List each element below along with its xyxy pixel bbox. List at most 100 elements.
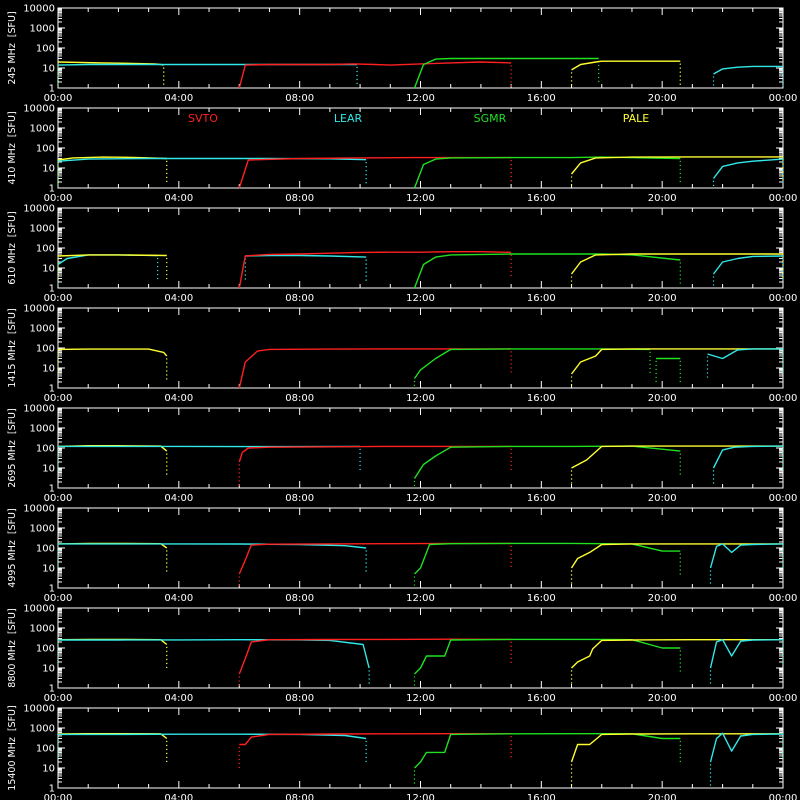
series-dropout-dot-svto	[510, 755, 512, 758]
series-dropout-dot-svto	[510, 448, 512, 451]
y-tick-label: 100	[36, 644, 55, 655]
x-tick-label: 00:00	[769, 393, 798, 404]
series-dropout-dot-sgmr	[679, 180, 681, 183]
series-dropout-dot-lear	[365, 570, 367, 572]
series-dropout-dot-lear	[712, 84, 715, 86]
x-tick-label: 00:00	[769, 93, 798, 104]
series-dropout-dot-lear	[365, 267, 367, 269]
series-dropout-dot-sgmr	[655, 368, 657, 371]
series-dropout-dot-svto	[510, 179, 512, 182]
y-tick-label: 100	[36, 444, 55, 455]
series-dropout-dot-pale	[570, 84, 573, 86]
x-tick-label: 16:00	[527, 593, 556, 604]
series-dropout-dot-lear	[709, 764, 712, 766]
series-dropout-dot-svto	[510, 649, 512, 652]
x-tick-label: 00:00	[769, 793, 798, 800]
series-dropout-dot-lear	[782, 756, 784, 758]
panel-0: 1 10 100 1000 10000 00:00 04:00 08:00 12:00 16:00…	[7, 4, 797, 105]
series-line-lear	[709, 639, 784, 669]
series-dropout-dot-lear	[709, 570, 712, 572]
x-tick-label: 00:00	[44, 193, 73, 204]
y-axis-label: 2695 MHz [SFU]	[7, 408, 18, 487]
series-dropout-dot-sgmr	[413, 580, 416, 582]
series-dropout-dot-lear	[706, 368, 709, 370]
series-dropout-dot-sgmr	[679, 461, 681, 463]
series-dropout-dot-svto	[510, 163, 512, 166]
series-dropout-dot-lear	[365, 558, 367, 560]
series-dropout-dot-lear	[782, 646, 784, 648]
series-dropout-dot-sgmr	[598, 72, 600, 75]
x-tick-label: 16:00	[527, 693, 556, 704]
series-dropout-dot-sgmr	[413, 774, 416, 776]
series-dropout-dot-pale	[166, 168, 168, 171]
series-dropout-dot-pale	[782, 268, 784, 270]
series-dropout-dot-svto	[510, 557, 512, 560]
y-tick-label: 10	[42, 564, 55, 575]
series-dropout-dot-lear	[709, 574, 712, 576]
series-dropout-dot-svto	[510, 270, 512, 273]
series-dropout-dot-pale	[679, 75, 681, 77]
panel-7: 1 10 100 1000 10000 00:00 04:00 08:00 12:00 16:00…	[7, 704, 797, 800]
x-tick-label: 00:00	[44, 793, 73, 800]
series-dropout-dot-pale	[166, 748, 168, 751]
series-dropout-dot-lear	[57, 460, 59, 463]
y-tick-label: 1000	[30, 224, 55, 235]
series-dropout-dot-lear	[365, 279, 367, 281]
series-dropout-dot-pale	[166, 362, 168, 364]
series-dropout-dot-sgmr	[679, 368, 681, 371]
series-dropout-dot-lear	[706, 356, 709, 358]
series-line-lear	[712, 255, 784, 275]
series-dropout-dot-lear	[57, 658, 59, 660]
series-dropout-dot-pale	[782, 272, 784, 274]
series-dropout-dot-svto	[238, 576, 240, 578]
series-dropout-dot-lear	[712, 180, 715, 183]
series-dropout-dot-pale	[166, 358, 168, 360]
series-dropout-dot-sgmr	[679, 650, 681, 652]
series-dropout-dot-sgmr	[413, 680, 416, 682]
series-dropout-dot-lear	[365, 259, 367, 261]
x-tick-label: 20:00	[648, 393, 677, 404]
series-dropout-dot-lear	[57, 752, 59, 755]
series-dropout-dot-sgmr	[679, 752, 681, 755]
series-dropout-dot-sgmr	[679, 262, 681, 264]
series-dropout-dot-pale	[679, 63, 681, 65]
series-dropout-dot-lear	[368, 674, 370, 676]
series-dropout-dot-pale	[570, 80, 573, 82]
x-tick-label: 08:00	[285, 293, 314, 304]
series-dropout-dot-lear	[368, 682, 370, 684]
series-line-sgmr	[413, 156, 681, 189]
x-tick-label: 04:00	[164, 193, 193, 204]
series-dropout-dot-svto	[238, 680, 240, 682]
series-dropout-dot-lear	[712, 474, 715, 476]
series-dropout-dot-svto	[238, 676, 240, 678]
series-dropout-dot-sgmr	[679, 372, 681, 375]
y-tick-label: 1	[49, 384, 55, 395]
series-dropout-dot-pale	[570, 72, 573, 74]
series-dropout-dot-pale	[570, 482, 573, 484]
series-dropout-dot-lear	[359, 468, 361, 471]
series-dropout-dot-pale	[166, 257, 168, 260]
series-dropout-dot-svto	[510, 456, 512, 459]
series-dropout-dot-pale	[570, 570, 573, 572]
series-dropout-dot-lear	[709, 768, 712, 770]
series-dropout-dot-lear	[782, 359, 784, 361]
series-dropout-dot-lear	[782, 367, 784, 369]
series-dropout-dot-lear	[156, 257, 159, 260]
series-line-sgmr	[414, 733, 681, 769]
series-dropout-dot-pale	[57, 270, 59, 272]
series-dropout-dot-svto	[510, 167, 512, 170]
series-dropout-dot-sgmr	[679, 453, 681, 455]
series-dropout-dot-pale	[570, 768, 573, 770]
series-dropout-dot-svto	[510, 65, 512, 67]
series-line-lear	[709, 732, 784, 763]
series-dropout-dot-lear	[359, 464, 361, 467]
series-dropout-dot-lear	[782, 752, 784, 754]
series-dropout-dot-lear	[57, 83, 59, 85]
series-line-sgmr	[413, 57, 599, 89]
series-dropout-dot-sgmr	[679, 278, 681, 280]
series-dropout-dot-lear	[712, 80, 715, 82]
series-dropout-dot-svto	[238, 484, 240, 486]
y-tick-label: 1000	[30, 124, 55, 135]
series-dropout-dot-pale	[57, 262, 59, 264]
series-dropout-dot-lear	[244, 266, 246, 268]
